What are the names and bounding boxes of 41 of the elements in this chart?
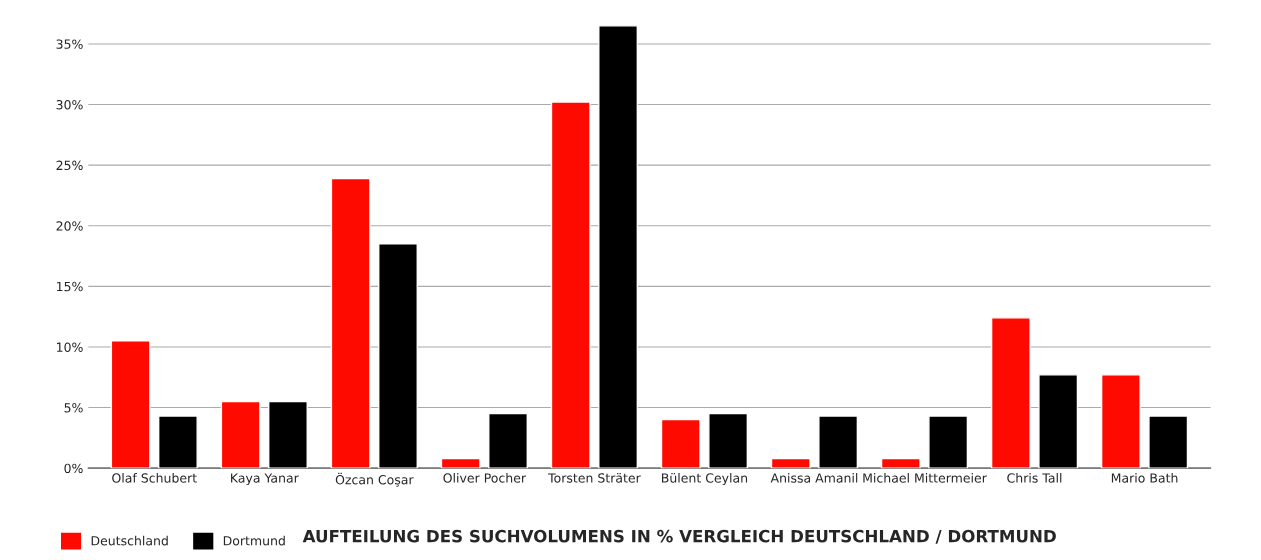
x-tick-label: Torsten Sträter [548,473,641,483]
y-tick-label: 10% [57,342,83,352]
bar [1148,415,1189,469]
bar [440,457,481,469]
bar [157,415,198,469]
bar [268,400,308,469]
x-tick-label: Olaf Schubert [112,473,197,483]
bar [1100,374,1141,469]
bar [880,457,921,469]
bar [770,457,811,469]
x-tick-label: Oliver Pocher [443,473,527,483]
x-tick-label: Özcan Coşar [335,472,414,487]
bar [708,412,749,469]
bar [378,243,418,469]
legend-label: Deutschland [91,535,168,546]
x-tick-label: Anissa Amanil [770,473,858,483]
legend-label: Dortmund [223,535,285,546]
x-tick-label: Mario Bath [1111,473,1178,483]
bar [990,317,1031,469]
y-tick-label: 5% [64,403,83,413]
bar [330,177,371,469]
bar [1038,374,1079,469]
bar [220,400,261,469]
bar [598,25,639,469]
bar [488,412,528,469]
bar [818,415,859,469]
y-tick-label: 30% [56,100,83,110]
x-tick-label: Kaya Yanar [231,473,299,486]
bar [660,418,701,469]
text: AUFTEILUNG DES SUCHVOLUMENS IN % VERGLEICH DEUTSCHLAND / DORTMUND [302,529,1056,544]
x-tick-label: Chris Tall [1007,473,1062,483]
y-tick-label: 25% [56,160,83,171]
bar [928,415,969,469]
y-tick-label: 35% [56,39,83,49]
y-tick-label: 0% [64,463,83,474]
bar [550,101,591,469]
y-tick-label: 20% [56,221,83,231]
bar [110,340,151,469]
x-tick-label: Michael Mittermeier [863,473,987,483]
y-tick-label: 15% [57,281,83,292]
x-tick-label: Bülent Ceylan [661,473,748,486]
